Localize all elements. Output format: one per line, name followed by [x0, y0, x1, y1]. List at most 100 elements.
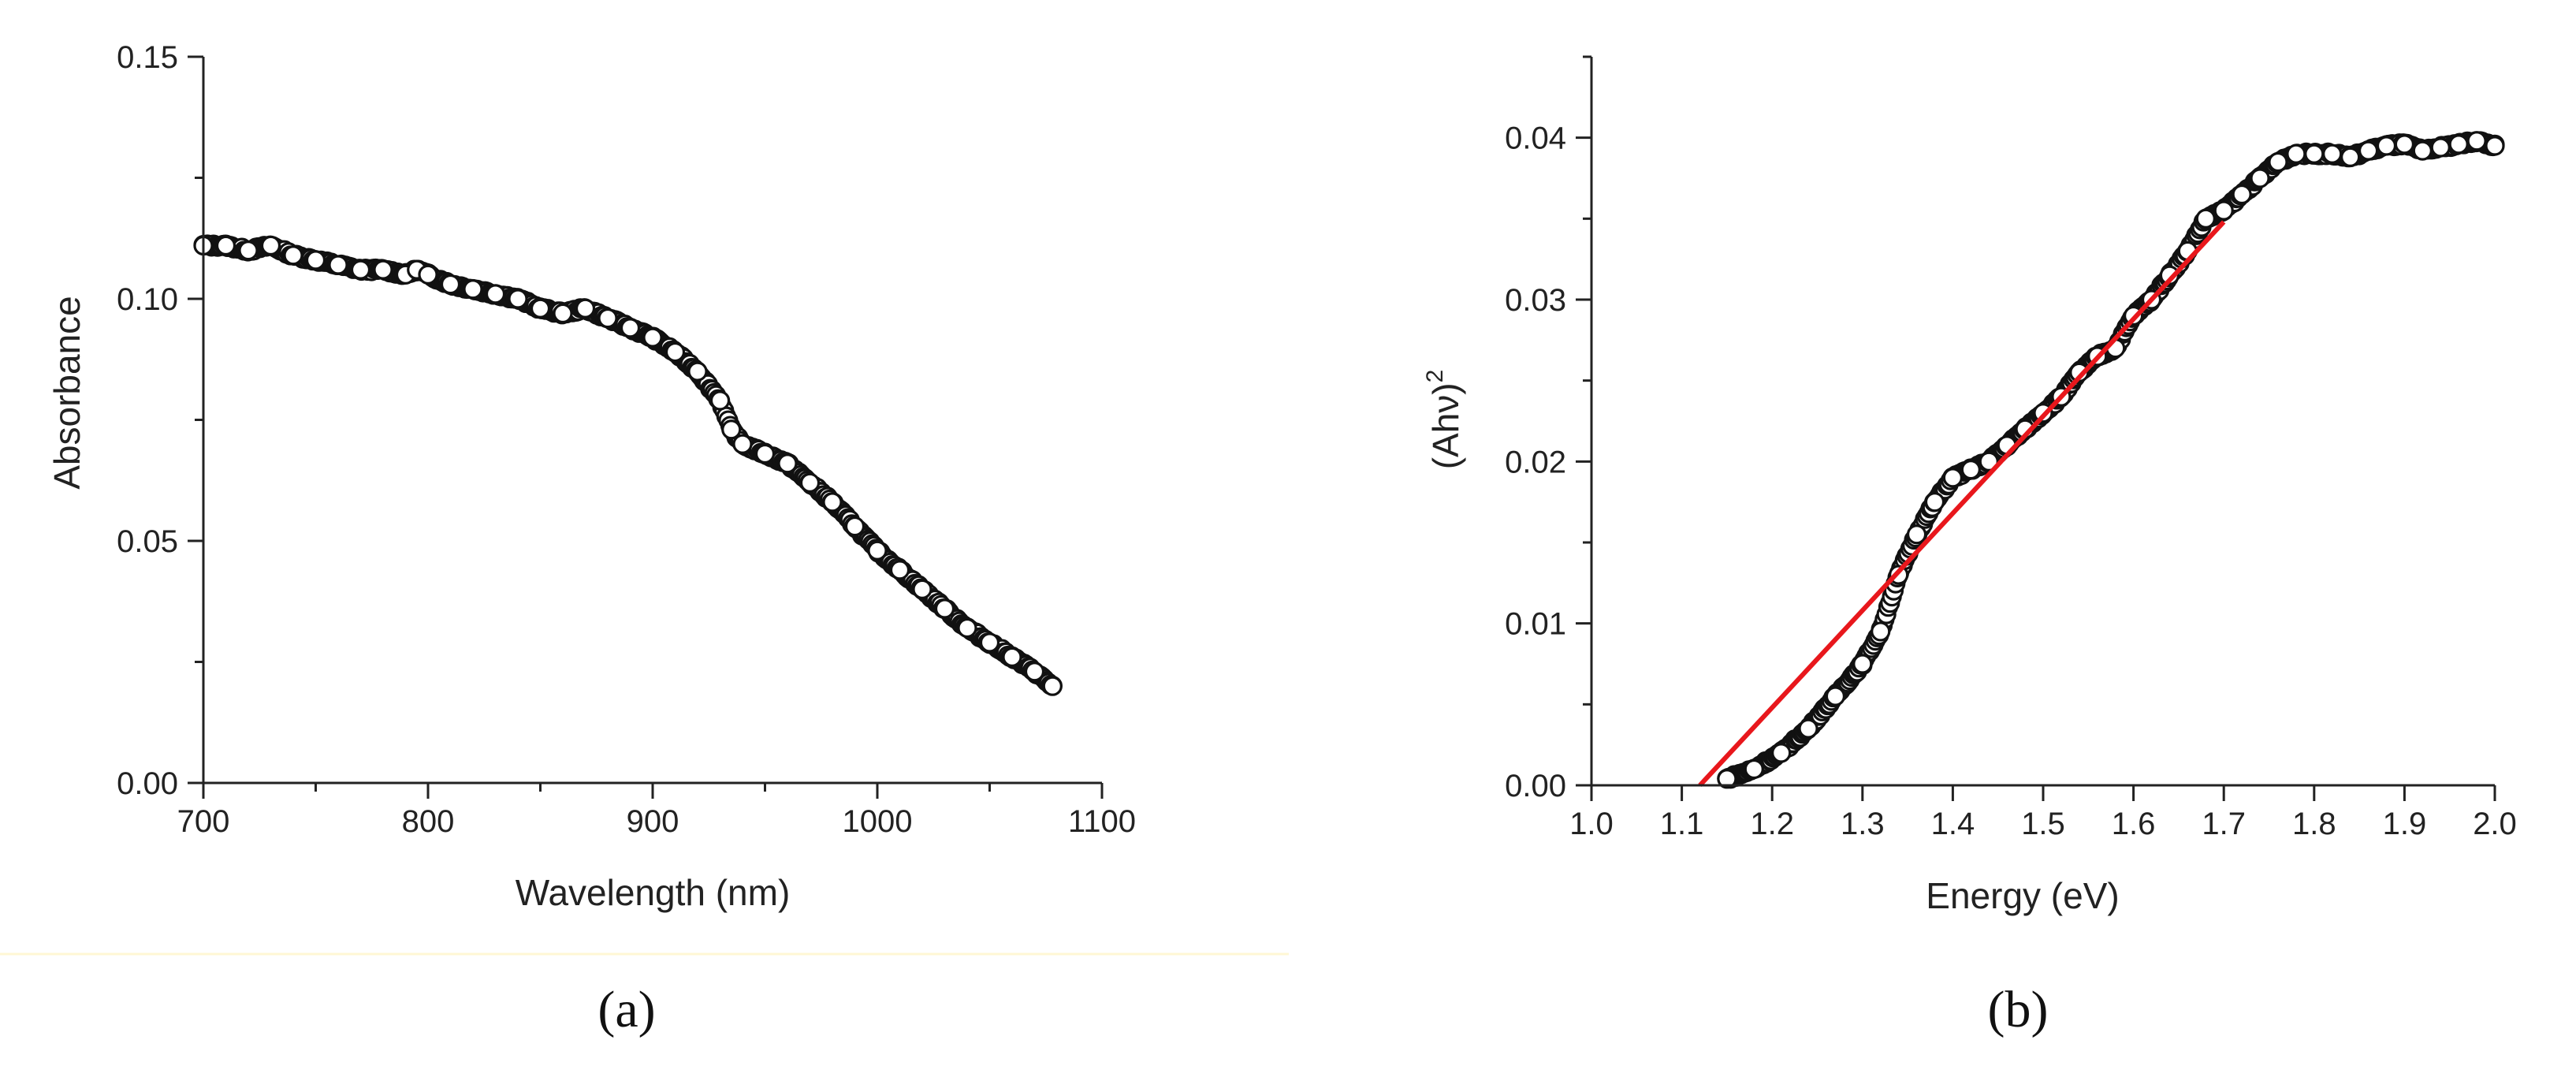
- panel-b-y-axis-title-superscript: 2: [1422, 370, 1448, 383]
- panel-b-x-tick-label: 1.0: [1569, 807, 1614, 841]
- panel-a-y-axis-title: Absorbance: [47, 296, 87, 490]
- panel-a-data-point: [1042, 676, 1063, 696]
- panel-a-data-point: [664, 341, 686, 363]
- panel-a-data-point: [440, 274, 461, 295]
- panel-b-data-point: [1871, 621, 1891, 642]
- panel-a-data-point: [620, 318, 641, 338]
- panel-a-data-point: [350, 259, 371, 280]
- panel-b-data-point: [2322, 144, 2343, 164]
- panel-b-data-point: [1924, 492, 1945, 512]
- panel-b-data-point: [1771, 743, 1792, 763]
- panel-a-data-point: [530, 298, 551, 319]
- panel-a-data-point: [575, 298, 596, 319]
- panel-a-data-point: [305, 250, 326, 270]
- panel-a-label: (a): [597, 981, 655, 1038]
- panel-b-data-point: [2412, 140, 2433, 161]
- panel-a-data-point: [553, 303, 573, 324]
- panel-b-y-tick-label: 0.03: [1505, 283, 1566, 318]
- panel-b-y-axis-title: (Ahν)2: [1422, 370, 1466, 470]
- panel-a-data-point: [508, 289, 528, 309]
- panel-b-data-point: [2268, 151, 2288, 173]
- panel-a-data-point: [485, 284, 506, 304]
- panel-b-data-points: [1717, 131, 2505, 789]
- panel-b-label: (b): [1988, 981, 2049, 1038]
- panel-a-data-point: [799, 472, 821, 493]
- panel-a-data-point: [777, 453, 798, 474]
- panel-b-data-point: [2069, 362, 2090, 382]
- panel-b-data-point: [1825, 686, 1846, 706]
- panel-a-x-axis-title: Wavelength (nm): [516, 872, 791, 913]
- panel-b-linear-fit-line: [1698, 220, 2226, 788]
- panel-a-data-point: [721, 419, 742, 440]
- panel-b-data-point: [1717, 769, 1737, 789]
- panel-b-x-tick-label: 1.1: [1660, 807, 1704, 841]
- panel-a-data-point: [1002, 647, 1022, 667]
- panel-b-y-tick-label: 0.01: [1505, 607, 1566, 642]
- panel-a-x-tick-label: 800: [402, 804, 455, 839]
- panel-b-x-tick-label: 2.0: [2473, 807, 2517, 841]
- panel-b-data-point: [2358, 140, 2379, 161]
- panel-b-x-tick-label: 1.9: [2383, 807, 2427, 841]
- panel-b-x-tick-label: 1.5: [2021, 807, 2065, 841]
- panel-a-data-point: [687, 361, 708, 382]
- panel-b-x-tick-label: 1.7: [2202, 807, 2246, 841]
- panel-a-x-tick-label: 1100: [1068, 804, 1136, 839]
- panel-a-x-tick-label: 700: [177, 804, 230, 839]
- panel-b-x-tick-label: 1.4: [1931, 807, 1975, 841]
- panel-b-x-tick-label: 1.3: [1841, 807, 1885, 841]
- panel-b-data-point: [2340, 147, 2361, 167]
- panel-b-data-point: [2159, 265, 2180, 285]
- panel-b-data-point: [1798, 718, 1818, 739]
- panel-a-data-point: [889, 560, 910, 580]
- panel-a-y-tick-label: 0.00: [117, 766, 178, 801]
- panel-b-data-point: [1744, 758, 1764, 780]
- panel-a-x-tick-label: 900: [627, 804, 679, 839]
- panel-b-x-tick-label: 1.8: [2292, 807, 2336, 841]
- panel-a-axes: [202, 57, 1102, 785]
- panel-a-x-tick-label: 1000: [843, 804, 913, 839]
- panel-a-data-point: [844, 516, 865, 537]
- panel-b-data-point: [2394, 134, 2414, 155]
- panel-a-chart: 700 800 900 1000 1100 0.00 0.05 0.10 0.15 Wavele…: [47, 40, 1136, 913]
- panel-a-data-point: [754, 443, 776, 464]
- panel-a-data-point: [463, 279, 483, 300]
- panel-b-data-point: [1852, 654, 1873, 674]
- panel-a-data-point: [260, 235, 281, 256]
- panel-b-data-point: [2250, 168, 2270, 188]
- panel-b-y-axis-title-main: (Ahν): [1425, 382, 1466, 469]
- panel-b-x-tick-label: 1.2: [1750, 807, 1794, 841]
- panel-b-data-point: [2213, 200, 2234, 221]
- panel-b-chart: 1.0 1.1 1.2 1.3 1.4 1.5 1.6 1.7 1.8 1.9 2.0 0.00 0.0…: [1422, 55, 2517, 916]
- panel-a-data-point: [822, 492, 843, 512]
- panel-b-data-point: [2448, 134, 2469, 155]
- panel-b-x-axis-title: Energy (eV): [1926, 875, 2119, 916]
- panel-b-y-tick-label: 0.04: [1505, 121, 1566, 156]
- panel-b-data-point: [2430, 137, 2451, 158]
- panel-a-data-point: [238, 240, 259, 261]
- panel-b-data-point: [2376, 136, 2397, 156]
- panel-a-data-point: [642, 327, 663, 348]
- panel-a-data-point: [934, 598, 955, 619]
- panel-b-y-tick-label: 0.00: [1505, 769, 1566, 803]
- panel-b-data-point: [2485, 136, 2505, 156]
- panel-a-y-tick-label: 0.10: [117, 282, 178, 317]
- panel-b-data-point: [1942, 468, 1963, 488]
- panel-b-x-tick-label: 1.6: [2112, 807, 2156, 841]
- panel-a-data-point: [732, 434, 753, 454]
- panel-b-data-point: [1960, 459, 1981, 480]
- panel-a-data-point: [373, 259, 393, 280]
- panel-a-data-point: [709, 390, 731, 411]
- panel-a-data-point: [957, 617, 977, 639]
- panel-b-data-point: [2466, 131, 2487, 151]
- panel-b-data-point: [1979, 451, 1999, 472]
- panel-a-data-point: [215, 235, 236, 256]
- panel-a-data-point: [283, 245, 303, 266]
- panel-a-data-point: [979, 632, 1000, 653]
- panel-b-data-point: [2232, 184, 2252, 205]
- panel-a-data-point: [867, 540, 888, 561]
- panel-a-data-point: [597, 308, 618, 329]
- panel-a-y-tick-label: 0.15: [117, 40, 178, 75]
- panel-b-data-point: [2286, 144, 2306, 164]
- panel-a-y-tick-label: 0.05: [117, 524, 178, 559]
